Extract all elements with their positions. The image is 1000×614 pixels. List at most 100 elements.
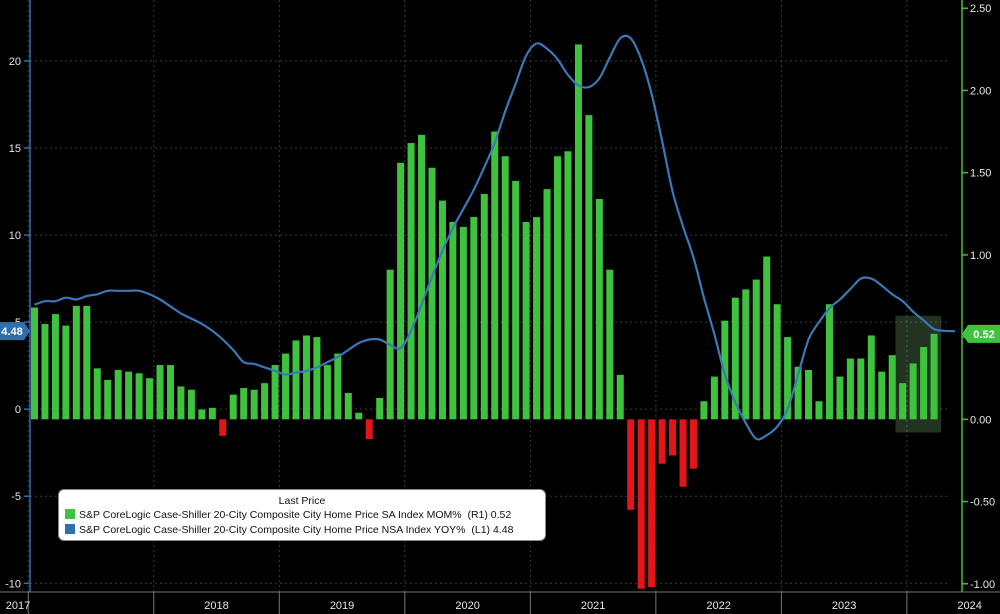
left-tick-label-20: 20 [9,56,21,68]
mom-bar-82 [888,355,896,420]
x-tick-label-2019: 2019 [330,600,354,612]
mom-bar-32 [365,419,373,440]
mom-bar-86 [930,333,938,420]
mom-bar-9 [125,371,133,420]
x-tick-label-2017: 2017 [6,600,30,612]
mom-bar-3 [62,325,70,420]
mom-bar-54 [595,198,603,420]
mom-bar-43 [480,194,488,420]
mom-bar-65 [710,376,718,420]
legend-entry-mom: S&P CoreLogic Case-Shiller 20-City Compo… [65,509,511,521]
mom-bar-83 [899,383,907,420]
legend-axis-yoy: (L1) [471,524,491,536]
mom-bar-39 [438,200,446,420]
mom-bar-69 [752,279,760,420]
left-tick-label--5: -5 [11,491,21,503]
mom-bar-45 [501,156,509,420]
right-tick-label-1.00: 1.00 [970,250,991,262]
mom-bar-5 [83,305,91,420]
mom-bar-7 [104,379,112,420]
mom-bar-14 [177,386,185,420]
x-axis: 2017 2018 2019 2020 2021 2022 2023 2024 [0,591,1000,614]
mom-bar-21 [250,389,258,420]
legend-value-yoy: 4.48 [492,524,514,536]
mom-bar-60 [658,419,666,464]
left-axis: -10-505101520 [5,0,31,592]
mom-bar-2 [51,314,59,420]
left-last-value-label: 4.48 [1,326,22,338]
mom-bar-66 [721,320,729,420]
x-tick-label-2024: 2024 [957,600,981,612]
x-tick-label-2020: 2020 [455,600,479,612]
legend-swatch-yoy [65,524,75,534]
last-value-badges: 4.48 0.52 [0,322,1000,343]
mom-bar-59 [648,419,656,588]
mom-bar-47 [522,222,530,420]
mom-bar-31 [355,412,363,420]
mom-bar-51 [564,151,572,420]
mom-bar-12 [156,365,164,420]
x-tick-label-2023: 2023 [832,600,856,612]
mom-bar-58 [637,419,645,589]
right-tick-label-2.00: 2.00 [970,85,991,97]
x-tick-label-2022: 2022 [706,600,730,612]
mom-bar-57 [627,419,635,510]
right-tick-label--1.00: -1.00 [970,579,995,591]
mom-bar-20 [240,388,248,420]
mom-bar-75 [815,401,823,420]
legend-label-mom: S&P CoreLogic Case-Shiller 20-City Compo… [79,509,462,521]
mom-bar-28 [323,365,331,420]
legend-entry-yoy: S&P CoreLogic Case-Shiller 20-City Compo… [65,524,513,536]
yoy-line-layer [34,34,956,441]
legend-axis-mom: (R1) [467,509,488,521]
mom-bar-70 [763,256,771,420]
left-last-value-badge [0,322,30,341]
mom-bar-72 [784,337,792,420]
mom-bar-61 [669,419,677,456]
yoy-line [34,34,956,441]
mom-bar-71 [773,304,781,420]
mom-bar-29 [334,353,342,420]
mom-bar-17 [208,407,216,420]
mom-bar-27 [313,337,321,420]
mom-bar-36 [407,143,415,420]
mom-bar-46 [512,180,520,420]
left-tick-label-0: 0 [15,404,21,416]
mom-bar-74 [805,370,813,420]
mom-bar-24 [282,353,290,420]
mom-bar-68 [742,289,750,420]
mom-bar-30 [344,393,352,420]
mom-bar-79 [857,358,865,420]
x-tick-label-2018: 2018 [204,600,228,612]
mom-bar-67 [731,297,739,420]
mom-bar-11 [146,378,154,420]
mom-bar-41 [459,226,467,420]
legend-value-mom: 0.52 [490,509,512,521]
mom-bar-13 [166,365,174,420]
mom-bar-10 [135,373,143,420]
legend-swatch-mom [65,509,75,519]
mom-bar-40 [449,222,457,420]
left-tick-label-15: 15 [9,143,21,155]
legend-label-yoy: S&P CoreLogic Case-Shiller 20-City Compo… [79,524,466,536]
mom-bar-16 [198,409,206,420]
mom-bar-50 [554,156,561,420]
right-tick-label--0.50: -0.50 [970,497,995,509]
mom-bar-26 [302,335,310,420]
mom-bar-0 [31,307,38,420]
mom-bar-76 [825,304,833,420]
mom-bar-8 [114,370,122,420]
mom-bar-18 [219,419,227,436]
mom-bar-33 [376,397,384,420]
right-last-value-label: 0.52 [973,329,994,341]
mom-bar-62 [679,419,687,487]
mom-bar-48 [533,217,541,420]
mom-bar-35 [397,162,405,420]
mom-bar-37 [418,134,426,420]
mom-bar-64 [700,401,708,420]
mom-bar-23 [271,365,279,420]
right-tick-label-0.00: 0.00 [970,414,991,426]
legend-title: Last Price [278,495,326,507]
mom-bar-81 [878,371,886,420]
x-tick-label-2021: 2021 [581,600,605,612]
